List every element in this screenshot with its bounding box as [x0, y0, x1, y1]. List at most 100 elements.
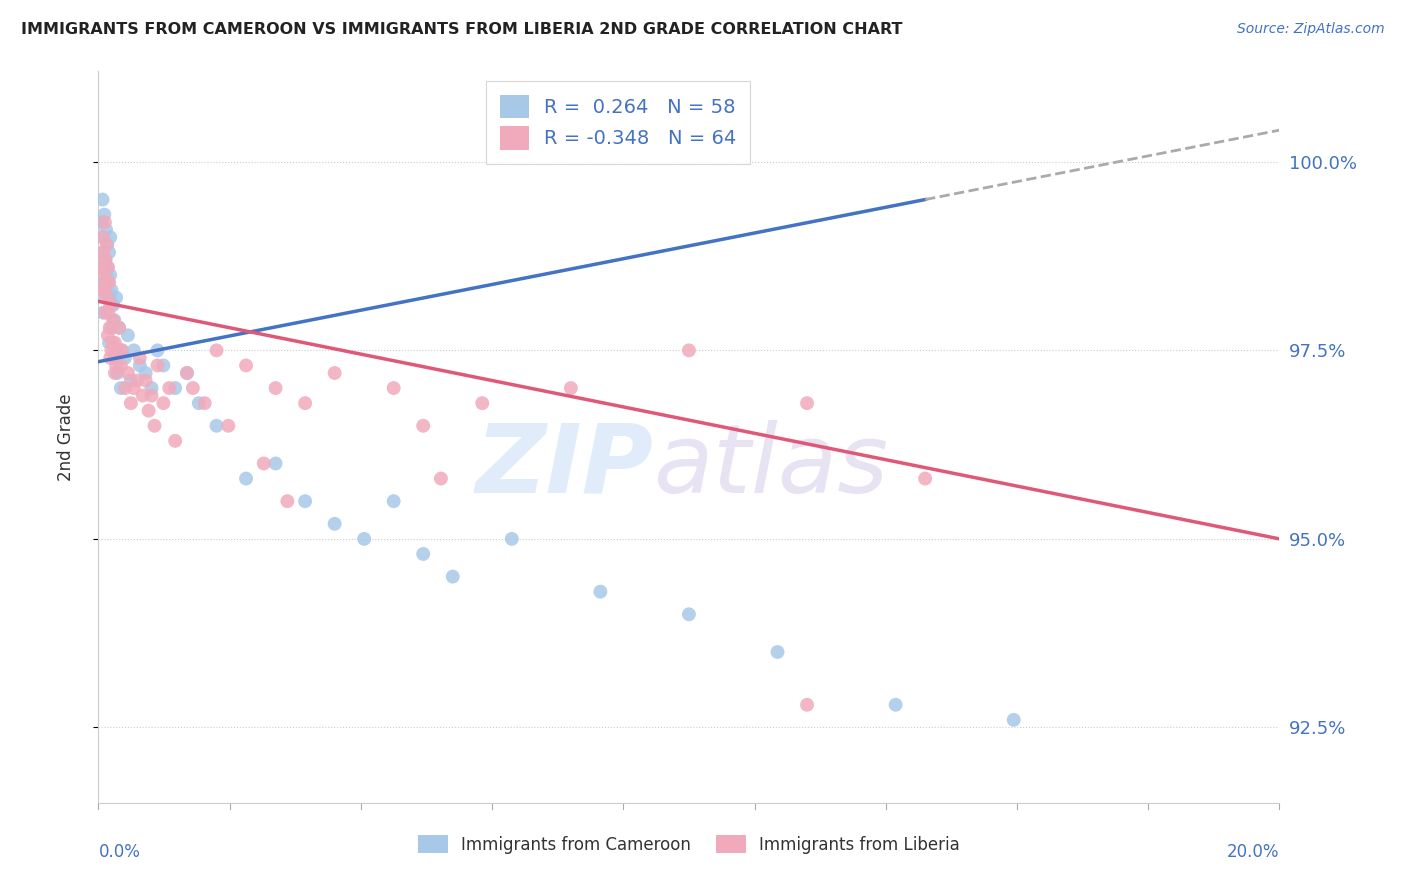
- Point: [181, 381, 204, 395]
- Point: [441, 569, 464, 583]
- Point: [91, 245, 114, 260]
- Point: [91, 230, 114, 244]
- Point: [103, 313, 125, 327]
- Point: [796, 698, 818, 712]
- Point: [93, 208, 115, 222]
- Y-axis label: 2nd Grade: 2nd Grade: [56, 393, 75, 481]
- Point: [105, 291, 128, 305]
- Point: [176, 366, 198, 380]
- Point: [294, 396, 316, 410]
- Point: [104, 366, 127, 380]
- Point: [678, 607, 700, 622]
- Point: [103, 298, 125, 312]
- Point: [98, 276, 121, 290]
- Text: IMMIGRANTS FROM CAMEROON VS IMMIGRANTS FROM LIBERIA 2ND GRADE CORRELATION CHART: IMMIGRANTS FROM CAMEROON VS IMMIGRANTS F…: [21, 22, 903, 37]
- Point: [205, 418, 228, 433]
- Point: [205, 343, 228, 358]
- Point: [114, 381, 136, 395]
- Point: [135, 374, 157, 388]
- Point: [589, 584, 612, 599]
- Point: [97, 260, 120, 275]
- Point: [100, 283, 122, 297]
- Point: [501, 532, 523, 546]
- Point: [141, 389, 163, 403]
- Point: [128, 351, 150, 365]
- Point: [90, 215, 112, 229]
- Point: [105, 366, 128, 380]
- Point: [105, 343, 128, 358]
- Point: [294, 494, 316, 508]
- Point: [94, 276, 117, 290]
- Point: [96, 291, 118, 305]
- Point: [135, 366, 157, 380]
- Point: [128, 359, 150, 373]
- Point: [98, 245, 121, 260]
- Point: [412, 547, 434, 561]
- Text: atlas: atlas: [654, 420, 889, 513]
- Point: [101, 335, 124, 350]
- Point: [97, 276, 120, 290]
- Point: [165, 381, 187, 395]
- Point: [98, 298, 121, 312]
- Point: [141, 381, 163, 395]
- Point: [117, 328, 139, 343]
- Point: [100, 320, 122, 334]
- Point: [94, 306, 117, 320]
- Point: [382, 381, 405, 395]
- Point: [117, 366, 139, 380]
- Point: [98, 291, 121, 305]
- Point: [1002, 713, 1025, 727]
- Point: [98, 335, 121, 350]
- Point: [97, 260, 120, 275]
- Point: [96, 283, 118, 297]
- Point: [98, 230, 121, 244]
- Point: [96, 268, 118, 282]
- Point: [93, 283, 115, 297]
- Point: [94, 291, 117, 305]
- Point: [264, 381, 287, 395]
- Point: [91, 283, 114, 297]
- Point: [93, 230, 115, 244]
- Point: [93, 260, 115, 275]
- Point: [111, 343, 134, 358]
- Point: [120, 396, 142, 410]
- Point: [766, 645, 789, 659]
- Point: [94, 276, 117, 290]
- Point: [122, 381, 145, 395]
- Point: [382, 494, 405, 508]
- Point: [108, 320, 131, 334]
- Point: [471, 396, 494, 410]
- Point: [914, 471, 936, 485]
- Point: [94, 252, 117, 267]
- Point: [114, 351, 136, 365]
- Point: [143, 418, 166, 433]
- Point: [91, 193, 114, 207]
- Point: [94, 223, 117, 237]
- Point: [104, 351, 127, 365]
- Point: [276, 494, 298, 508]
- Point: [108, 320, 131, 334]
- Point: [90, 260, 112, 275]
- Text: 20.0%: 20.0%: [1227, 843, 1279, 861]
- Point: [103, 313, 125, 327]
- Point: [187, 396, 209, 410]
- Point: [110, 359, 132, 373]
- Point: [353, 532, 375, 546]
- Point: [111, 343, 134, 358]
- Point: [264, 457, 287, 471]
- Point: [110, 381, 132, 395]
- Point: [91, 245, 114, 260]
- Text: 0.0%: 0.0%: [98, 843, 141, 861]
- Point: [235, 359, 257, 373]
- Point: [176, 366, 198, 380]
- Point: [91, 306, 114, 320]
- Point: [94, 215, 117, 229]
- Point: [125, 374, 148, 388]
- Point: [97, 306, 120, 320]
- Point: [98, 351, 121, 365]
- Text: ZIP: ZIP: [475, 420, 654, 513]
- Point: [96, 237, 118, 252]
- Point: [217, 418, 239, 433]
- Point: [97, 328, 120, 343]
- Point: [165, 434, 187, 448]
